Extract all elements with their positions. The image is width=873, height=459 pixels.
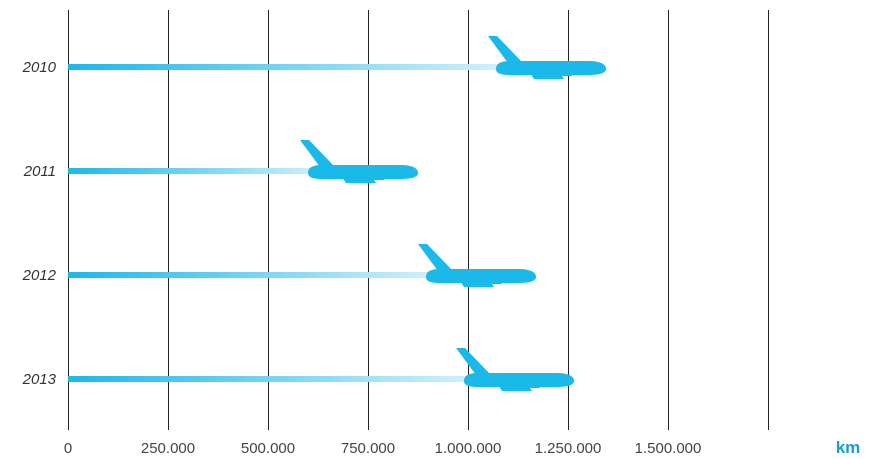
airplane-icon: [456, 348, 574, 391]
category-label-2010: 2010: [22, 59, 57, 76]
airplane-icon: [418, 244, 536, 287]
labels: 0 250.000 500.000 750.000 1.000.000 1.250.000…: [22, 59, 861, 457]
bars: [68, 36, 606, 391]
bar-2013: [68, 376, 488, 382]
bar-2010: [68, 64, 520, 70]
x-tick-label: 1.500.000: [635, 440, 702, 457]
grid-lines: [68, 10, 769, 430]
x-tick-label: 1.250.000: [535, 440, 602, 457]
category-label-2011: 2011: [23, 163, 56, 180]
x-unit-label: km: [836, 438, 861, 457]
airplane-icon: [488, 36, 606, 79]
x-tick-label: 0: [64, 440, 72, 457]
airplane-icon: [300, 140, 418, 183]
x-tick-label: 750.000: [341, 440, 395, 457]
category-label-2013: 2013: [22, 371, 57, 388]
category-label-2012: 2012: [22, 267, 57, 284]
x-tick-label: 500.000: [241, 440, 295, 457]
x-tick-label: 1.000.000: [435, 440, 502, 457]
bar-2012: [68, 272, 450, 278]
x-tick-label: 250.000: [141, 440, 195, 457]
bar-2011: [68, 168, 332, 174]
